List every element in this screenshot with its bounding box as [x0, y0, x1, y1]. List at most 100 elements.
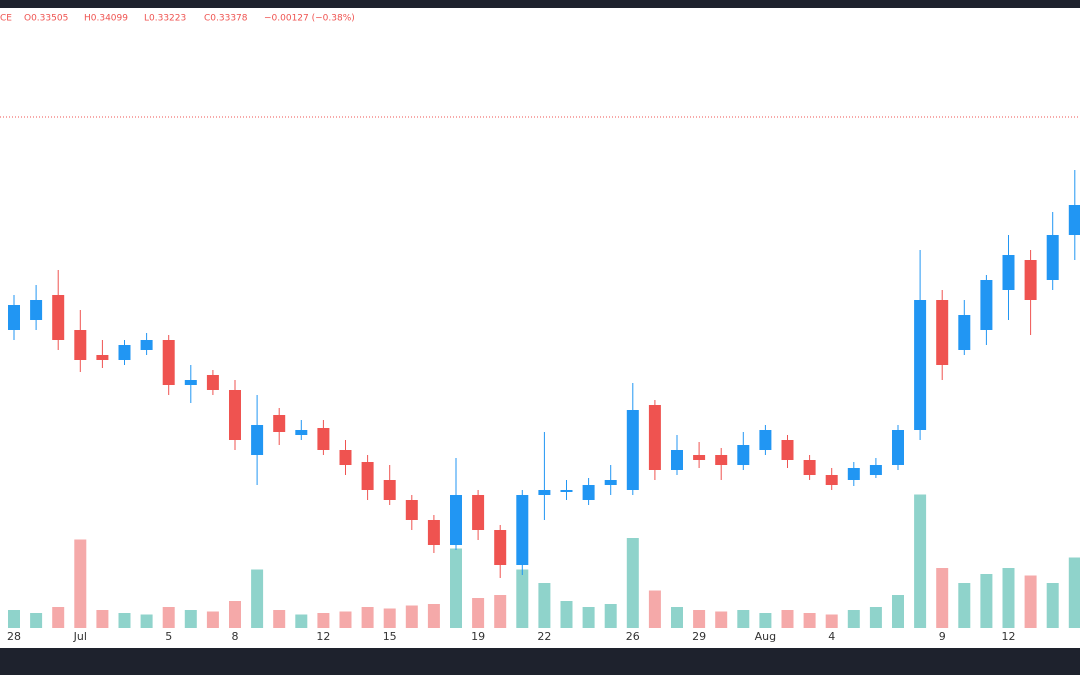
x-tick-label: 28: [7, 630, 21, 643]
volume-bar: [936, 568, 949, 628]
volume-bar: [206, 611, 219, 628]
candle-body: [869, 465, 882, 475]
candle-body: [1068, 205, 1080, 235]
candle-body: [936, 300, 949, 365]
volume-bar: [1024, 575, 1037, 628]
volume-bar: [671, 607, 683, 628]
candle-body: [184, 380, 197, 385]
candle-body: [847, 468, 860, 480]
volume-bar: [317, 613, 330, 628]
volume-bar: [427, 604, 440, 628]
volume-bar: [450, 548, 462, 628]
volume-bar: [958, 583, 971, 628]
candle-body: [251, 425, 264, 455]
candle-body: [273, 415, 286, 432]
volume-bar: [405, 605, 418, 628]
candle-body: [671, 450, 683, 470]
volume-bar: [273, 610, 286, 628]
x-tick-label: 4: [828, 630, 835, 643]
candle-body: [538, 490, 551, 495]
volume-bar: [74, 539, 87, 628]
x-tick-label: 12: [316, 630, 330, 643]
volume-bar: [184, 610, 197, 628]
time-axis: 28 Jul 5 8 12 15 19 22 26 29 Aug 4 9 12: [7, 630, 1016, 643]
candle-body: [405, 500, 418, 520]
volume-bar: [759, 613, 772, 628]
x-tick-label: Jul: [73, 630, 87, 643]
x-tick-label: 5: [165, 630, 172, 643]
header-item: −0.00127 (−0.38%): [264, 14, 355, 24]
volume-bar: [869, 607, 882, 628]
volume-bar: [52, 607, 65, 628]
volume-bar: [604, 604, 617, 628]
candle-body: [118, 345, 131, 360]
candle-body: [825, 475, 838, 485]
volume-bar: [383, 608, 396, 628]
volume-bar: [914, 494, 927, 628]
volume-bar: [892, 595, 904, 628]
candle-body: [648, 405, 661, 470]
candle-body: [8, 305, 20, 330]
candle-body: [295, 430, 308, 435]
volume-bar: [648, 590, 661, 628]
candle-body: [560, 490, 573, 492]
candle-body: [317, 428, 330, 450]
candle-body: [450, 495, 462, 545]
candle-body: [1002, 255, 1015, 290]
header-item: O0.33505: [24, 14, 68, 24]
candle-body: [516, 495, 529, 565]
candle-body: [781, 440, 794, 460]
price-pane: [0, 116, 1080, 578]
x-tick-label: 9: [939, 630, 946, 643]
volume-bar: [803, 613, 816, 628]
header-item: L0.33223: [144, 14, 186, 24]
volume-bar: [295, 614, 308, 628]
candle-body: [206, 375, 219, 390]
volume-bar: [781, 610, 794, 628]
x-tick-label: Aug: [755, 630, 776, 643]
candle-body: [914, 300, 927, 430]
volume-bar: [140, 614, 153, 628]
volume-bar: [494, 595, 507, 628]
volume-bar: [30, 613, 43, 628]
x-tick-label: 26: [626, 630, 640, 643]
candle-body: [1024, 260, 1037, 300]
volume-pane: [8, 494, 1080, 628]
candle-body: [472, 495, 485, 530]
candle-body: [140, 340, 153, 350]
candle-body: [361, 462, 374, 490]
volume-bar: [96, 610, 109, 628]
x-tick-label: 29: [692, 630, 706, 643]
candle-body: [1046, 235, 1059, 280]
candle-body: [803, 460, 816, 475]
volume-bar: [361, 607, 374, 628]
candle-body: [52, 295, 65, 340]
top-bar: [0, 0, 1080, 8]
volume-bar: [118, 613, 131, 628]
candle-body: [693, 455, 706, 460]
volume-bar: [229, 601, 241, 628]
volume-bar: [560, 601, 573, 628]
candle-body: [427, 520, 440, 545]
volume-bar: [339, 611, 352, 628]
volume-bar: [516, 569, 529, 628]
candle-body: [96, 355, 109, 360]
candle-body: [229, 390, 241, 440]
x-tick-label: 8: [232, 630, 239, 643]
volume-bar: [162, 607, 175, 628]
volume-bar: [1046, 583, 1059, 628]
candle-body: [582, 485, 595, 500]
volume-bar: [472, 598, 485, 628]
candle-body: [715, 455, 728, 465]
header-item: CE: [0, 14, 12, 24]
candle-body: [737, 445, 750, 465]
volume-bar: [737, 610, 750, 628]
x-tick-label: 12: [1002, 630, 1016, 643]
candle-body: [980, 280, 993, 330]
candle-body: [604, 480, 617, 485]
x-tick-label: 19: [471, 630, 485, 643]
header: CE O0.33505 H0.34099 L0.33223 C0.33378 −0.001…: [0, 14, 355, 24]
candle-body: [339, 450, 352, 465]
volume-bar: [1068, 557, 1080, 628]
